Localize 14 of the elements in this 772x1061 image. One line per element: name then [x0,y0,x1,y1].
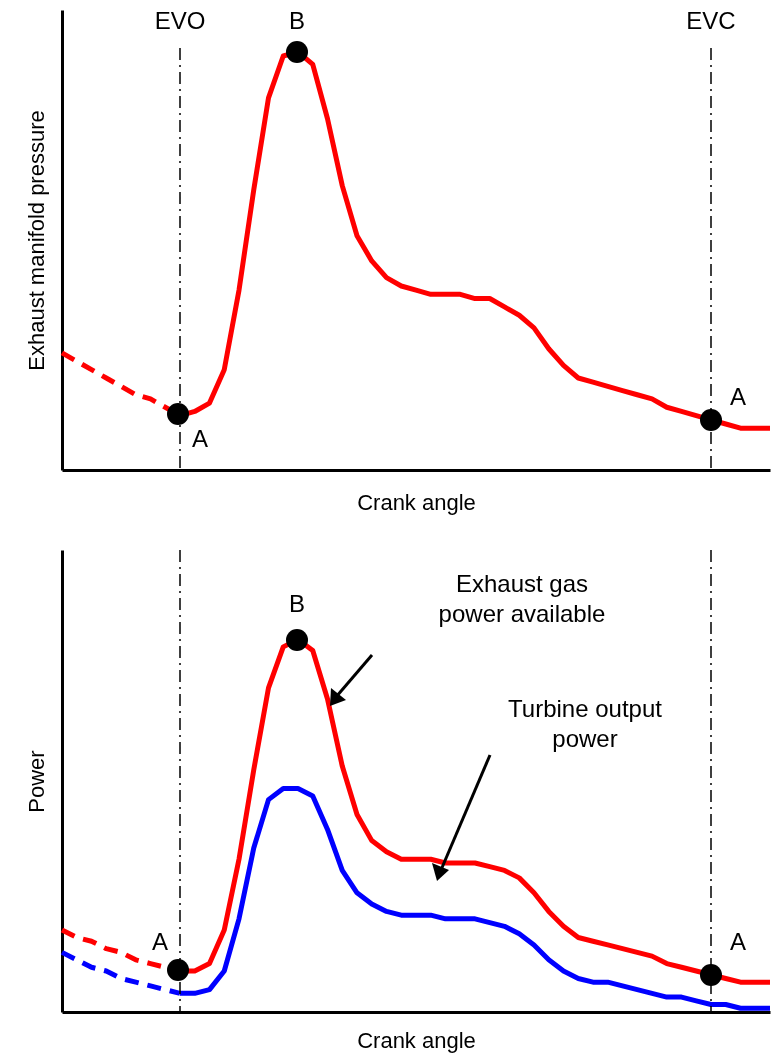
text: EVO [154,7,206,34]
y-axis-title: Exhaust manifold pressure [23,110,49,371]
text: Exhaust gas power available [438,570,606,627]
y-axis-title: Power [23,750,49,813]
annotation: A [729,383,747,410]
annotation: Turbine output power [508,695,663,752]
x-axis-title: Crank angle [357,489,476,515]
text: B [288,590,306,617]
text: B [288,7,306,34]
text: EVC [686,7,736,34]
annotation: A [191,425,209,452]
x-axis-title: Crank angle [357,1027,476,1053]
annotation: A [729,928,747,955]
annotation: A [151,928,169,955]
